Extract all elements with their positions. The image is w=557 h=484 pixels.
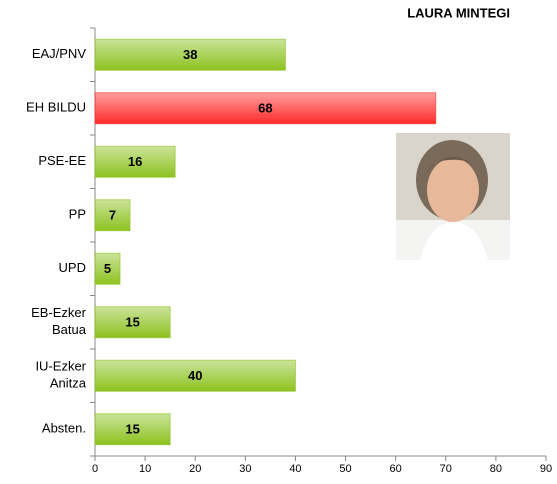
category-label: PSE-EE [38, 153, 86, 168]
x-tick-label: 10 [139, 463, 151, 475]
x-tick-label: 60 [390, 463, 402, 475]
value-label: 15 [125, 422, 139, 437]
chart-title: LAURA MINTEGI [407, 5, 510, 20]
x-tick-label: 30 [239, 463, 251, 475]
category-label: Absten. [42, 421, 86, 436]
x-tick-label: 50 [339, 463, 351, 475]
value-label: 15 [125, 315, 139, 330]
x-tick-label: 90 [540, 463, 552, 475]
value-label: 40 [188, 368, 202, 383]
x-tick-label: 40 [289, 463, 301, 475]
chart: LAURA MINTEGI 0 10 20 30 40 50 60 70 80 90 38 EAJ/P… [0, 0, 557, 479]
x-tick-label: 80 [490, 463, 502, 475]
value-label: 7 [109, 208, 116, 223]
x-tick-label: 70 [440, 463, 452, 475]
value-label: 16 [128, 154, 142, 169]
category-label: UPD [59, 260, 86, 275]
x-tick-label: 20 [189, 463, 201, 475]
category-label: PP [69, 207, 86, 222]
value-label: 68 [258, 101, 272, 116]
category-label: EAJ/PNV [32, 46, 87, 61]
value-label: 38 [183, 47, 197, 62]
photo [396, 133, 510, 260]
value-label: 5 [104, 261, 111, 276]
category-label: EH BILDU [26, 100, 86, 115]
x-tick-label: 0 [92, 463, 98, 475]
